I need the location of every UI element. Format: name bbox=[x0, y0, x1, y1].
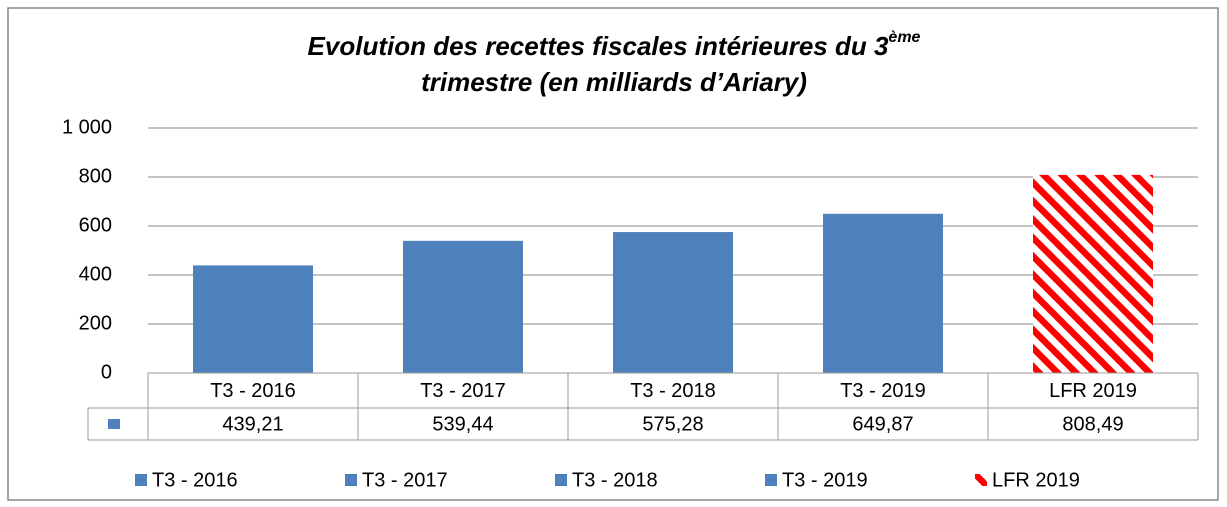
x-tick-label: T3 - 2017 bbox=[420, 380, 506, 402]
table-value: 539,44 bbox=[432, 413, 493, 435]
bar bbox=[823, 213, 943, 373]
bar bbox=[403, 240, 523, 373]
y-tick-label: 400 bbox=[79, 263, 112, 285]
x-tick-label: T3 - 2018 bbox=[630, 380, 716, 402]
table-value: 439,21 bbox=[222, 413, 283, 435]
y-tick-label: 0 bbox=[101, 361, 112, 383]
x-tick-label: LFR 2019 bbox=[1049, 380, 1137, 402]
x-tick-label: T3 - 2016 bbox=[210, 380, 296, 402]
legend-marker bbox=[345, 474, 357, 486]
legend-label: T3 - 2017 bbox=[362, 469, 448, 491]
bar bbox=[193, 265, 313, 373]
bar bbox=[613, 232, 733, 373]
legend-label: T3 - 2016 bbox=[152, 469, 238, 491]
legend-marker bbox=[135, 474, 147, 486]
title-text: Evolution des recettes fiscales intérieu… bbox=[308, 31, 889, 61]
legend-label: T3 - 2019 bbox=[782, 469, 868, 491]
table-value: 808,49 bbox=[1062, 413, 1123, 435]
legend-label: T3 - 2018 bbox=[572, 469, 658, 491]
y-tick-label: 600 bbox=[79, 214, 112, 236]
chart-title-line2: trimestre (en milliards d’Ariary) bbox=[421, 67, 807, 97]
legend-label: LFR 2019 bbox=[992, 469, 1080, 491]
legend-marker bbox=[555, 474, 567, 486]
title-superscript: ème bbox=[888, 29, 920, 46]
y-tick-label: 1 000 bbox=[62, 116, 112, 138]
chart-title: Evolution des recettes fiscales intérieu… bbox=[308, 29, 921, 61]
x-tick-label: T3 - 2019 bbox=[840, 380, 926, 402]
y-tick-label: 800 bbox=[79, 165, 112, 187]
legend-marker bbox=[765, 474, 777, 486]
bar bbox=[1033, 174, 1153, 373]
legend-marker bbox=[975, 474, 987, 486]
table-value: 575,28 bbox=[642, 413, 703, 435]
y-tick-label: 200 bbox=[79, 312, 112, 334]
table-key bbox=[108, 419, 120, 429]
table-value: 649,87 bbox=[852, 413, 913, 435]
